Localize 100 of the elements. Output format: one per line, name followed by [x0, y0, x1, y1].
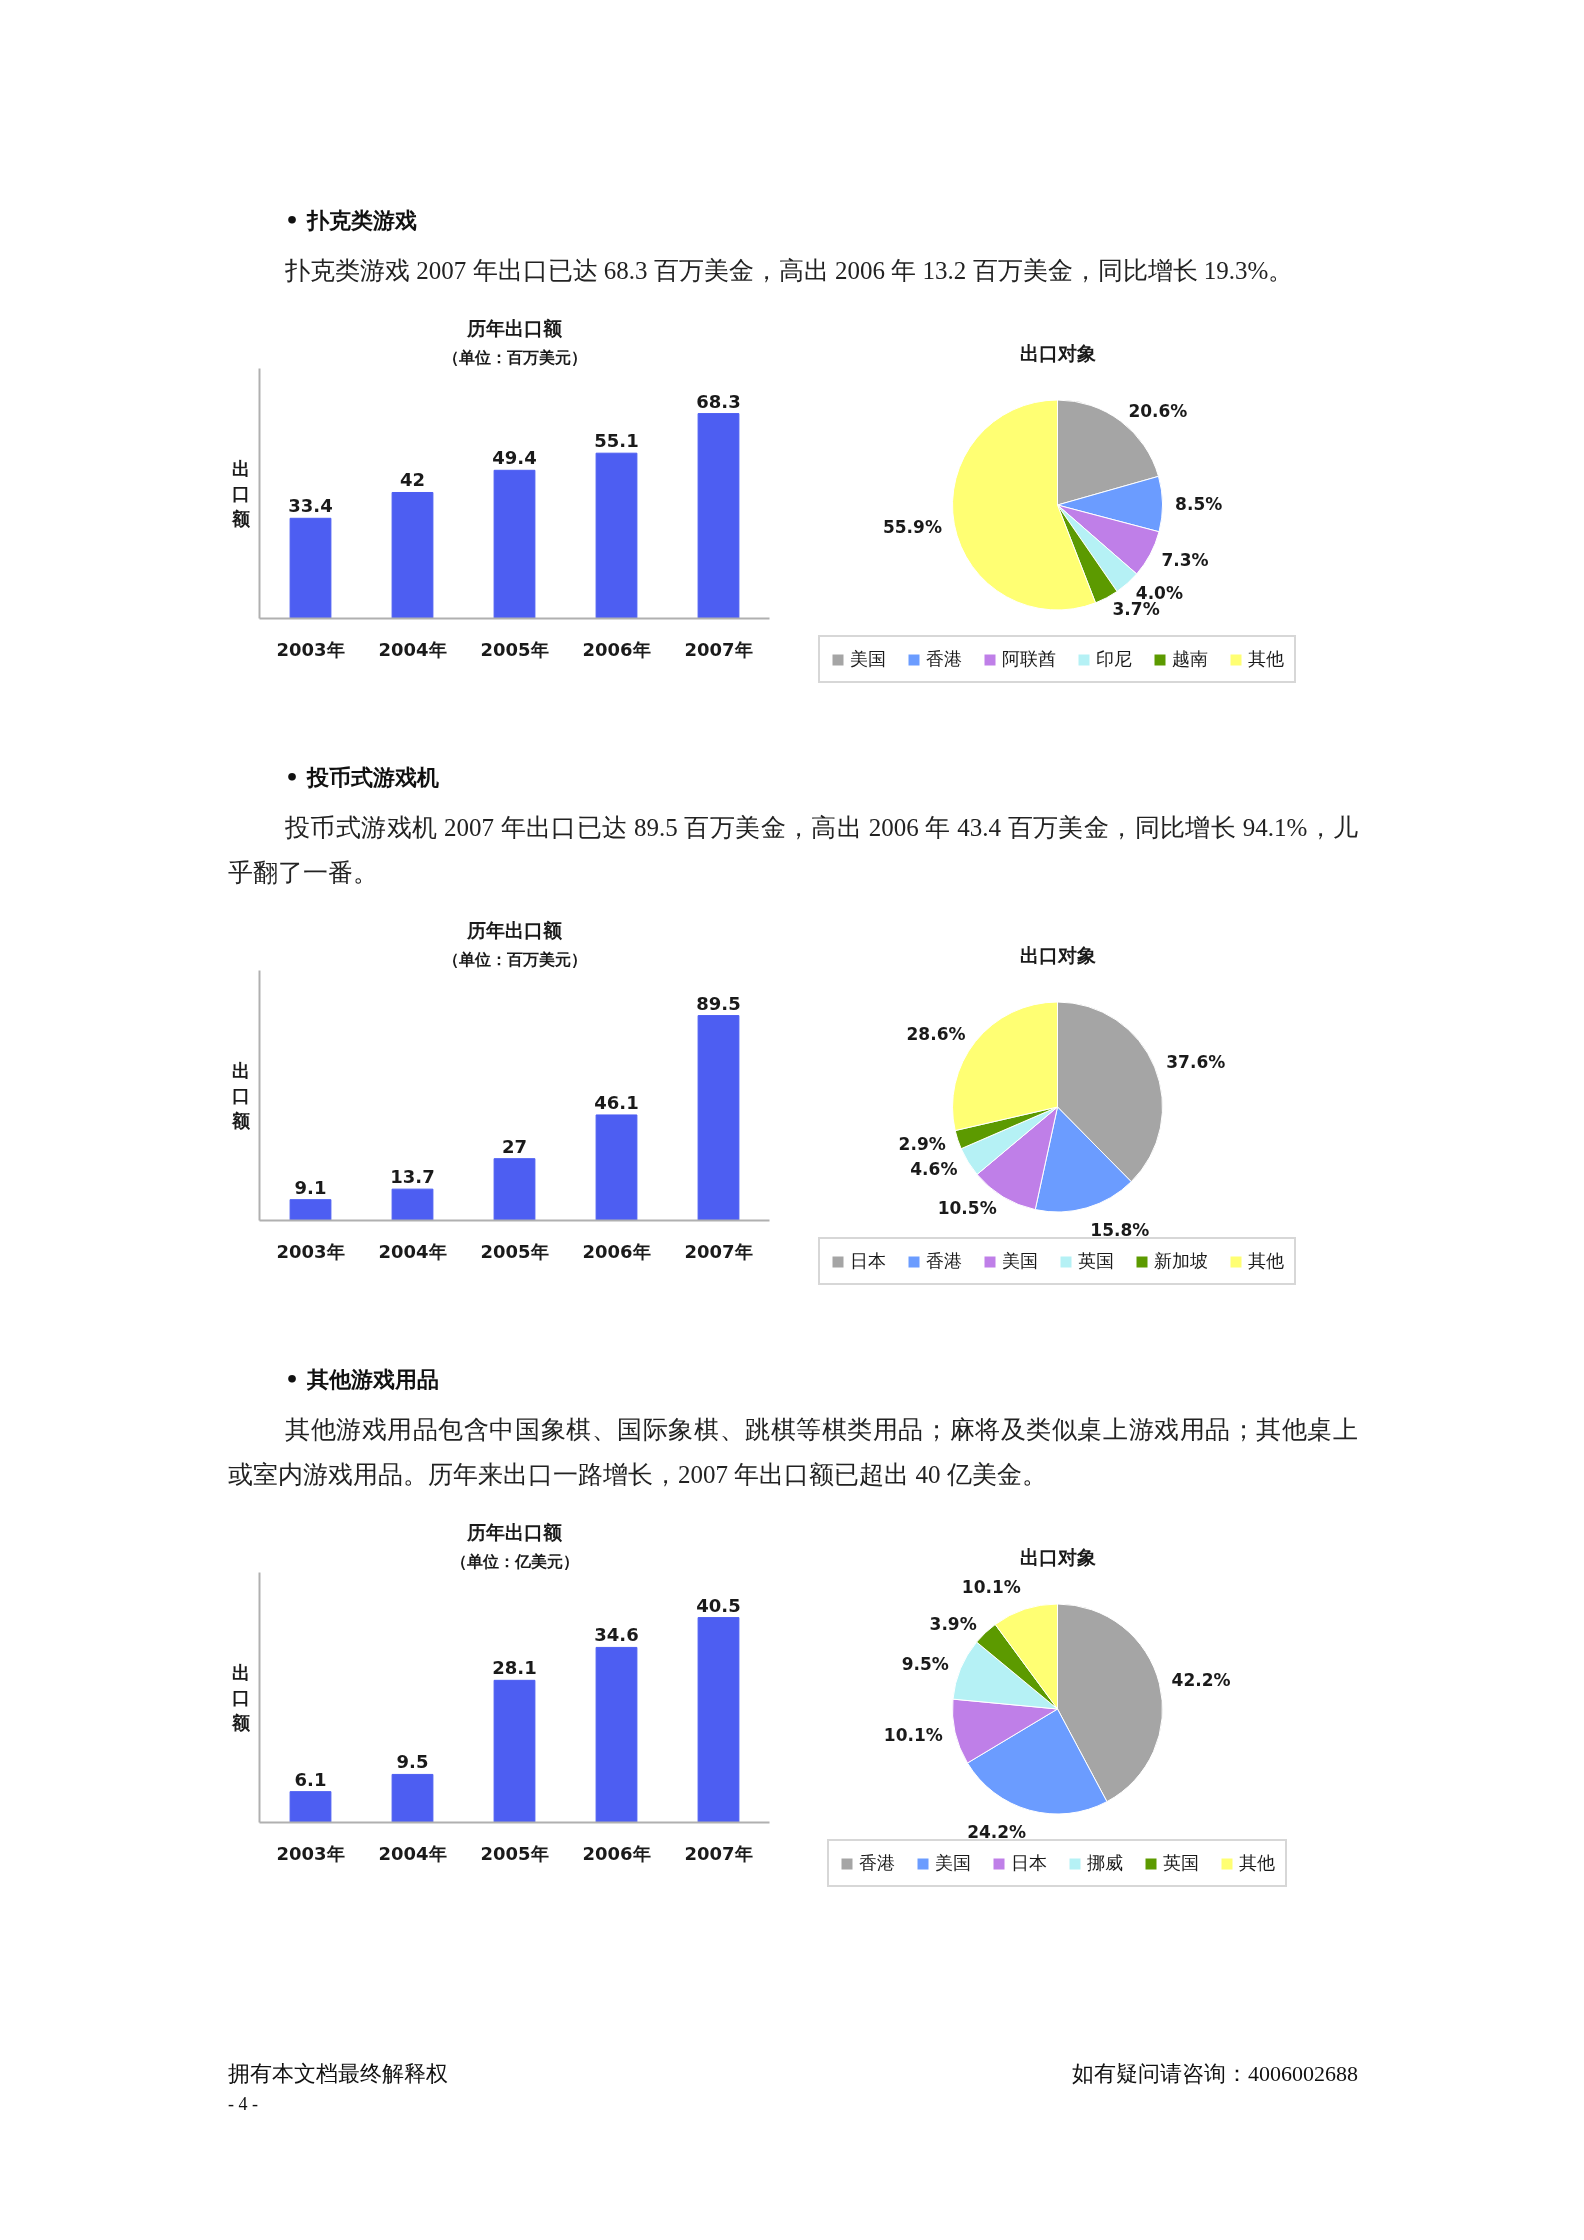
chart-subtitle: （单位：百万美元） [442, 949, 587, 969]
legend-label: 越南 [1172, 647, 1208, 671]
x-tick-label: 2006年 [582, 638, 651, 660]
chart-title: 历年出口额 [466, 1520, 563, 1543]
legend-label: 香港 [926, 647, 962, 671]
legend-label: 挪威 [1087, 1851, 1123, 1875]
legend-label: 香港 [859, 1851, 895, 1875]
data-label: 15.8% [1090, 1219, 1150, 1240]
data-label: 37.6% [1166, 1052, 1226, 1073]
x-tick-label: 2006年 [582, 1842, 651, 1864]
bar [289, 1791, 332, 1823]
bar [697, 413, 740, 619]
x-tick-label: 2003年 [276, 638, 345, 660]
chart-title: 出口对象 [1019, 1545, 1096, 1568]
data-label: 55.9% [882, 516, 942, 537]
x-tick-label: 2007年 [684, 1240, 753, 1262]
bar [391, 1773, 434, 1823]
chart-subtitle: （单位：亿美元） [450, 1551, 579, 1571]
x-tick-label: 2003年 [276, 1240, 345, 1262]
data-label: 42 [399, 469, 426, 491]
data-label: 89.5 [696, 992, 741, 1014]
bar [391, 1188, 434, 1221]
data-label: 13.7 [390, 1166, 435, 1188]
bar [289, 517, 332, 619]
legend-label: 其他 [1248, 647, 1284, 671]
legend-label: 美国 [850, 647, 886, 671]
x-tick-label: 2004年 [378, 1842, 447, 1864]
legend-label: 新加坡 [1154, 1249, 1208, 1273]
data-label: 20.6% [1128, 401, 1188, 422]
data-label: 49.4 [492, 447, 537, 469]
x-tick-label: 2007年 [684, 638, 753, 660]
data-label: 27 [501, 1135, 528, 1157]
chart-title: 出口对象 [1019, 341, 1096, 364]
data-label: 8.5% [1175, 493, 1223, 514]
bar [493, 1158, 536, 1221]
bar [493, 1679, 536, 1823]
text: • 投币式游戏机 [285, 764, 439, 792]
x-tick-label: 2004年 [378, 1240, 447, 1262]
text: 扑克类游戏 2007 年出口已达 68.3 百万美金，高出 2006 年 13.2 百万美金，同比增长 19.3%。 [284, 256, 1294, 286]
data-label: 4.6% [910, 1158, 958, 1179]
data-label: 55.1 [594, 430, 639, 452]
data-label: 24.2% [967, 1822, 1027, 1843]
legend-label: 美国 [935, 1851, 971, 1875]
legend-label: 日本 [1011, 1851, 1047, 1875]
legend-label: 英国 [1163, 1851, 1199, 1875]
x-tick-label: 2005年 [480, 1842, 549, 1864]
bar [595, 1646, 638, 1823]
text: 其他游戏用品包含中国象棋、国际象棋、跳棋等棋类用品；麻将及类似桌上游戏用品；其他桌上或室内游戏用品。历年来出口一路增长，2007 年出口额已超出 40 亿美金。 [228, 1415, 1358, 1490]
data-label: 10.1% [961, 1577, 1021, 1598]
data-label: 3.9% [929, 1613, 977, 1634]
text: - 4 - [228, 2093, 258, 2116]
data-label: 46.1 [594, 1091, 639, 1113]
x-tick-label: 2006年 [582, 1240, 651, 1262]
data-label: 10.1% [883, 1725, 943, 1746]
legend-label: 英国 [1078, 1249, 1114, 1273]
legend-label: 其他 [1239, 1851, 1275, 1875]
data-label: 9.1 [294, 1176, 327, 1198]
data-label: 9.5 [396, 1751, 429, 1773]
text: 如有疑问请咨询：4006002688 [1072, 2060, 1358, 2088]
data-label: 28.6% [906, 1023, 966, 1044]
bar [493, 469, 536, 619]
data-label: 7.3% [1161, 550, 1209, 571]
y-axis-title: 出口额 [230, 1661, 251, 1734]
data-label: 33.4 [288, 495, 333, 517]
bar [595, 452, 638, 619]
data-label: 6.1 [294, 1768, 327, 1790]
chart-title: 历年出口额 [466, 918, 563, 941]
x-tick-label: 2005年 [480, 1240, 549, 1262]
x-tick-label: 2007年 [684, 1842, 753, 1864]
text: 投币式游戏机 2007 年出口已达 89.5 百万美金，高出 2006 年 43.4 百万美金，同比增长 94.1%，儿乎翻了一番。 [228, 813, 1358, 888]
text: • 其他游戏用品 [285, 1366, 439, 1394]
x-tick-label: 2005年 [480, 638, 549, 660]
legend-label: 美国 [1002, 1249, 1038, 1273]
data-label: 40.5 [696, 1594, 741, 1616]
text: • 扑克类游戏 [285, 207, 417, 235]
data-label: 34.6 [594, 1624, 639, 1646]
data-label: 9.5% [901, 1654, 949, 1674]
x-tick-label: 2004年 [378, 638, 447, 660]
text: 拥有本文档最终解释权 [228, 2060, 448, 2088]
y-axis-title: 出口额 [230, 1059, 251, 1132]
chart-title: 历年出口额 [466, 316, 563, 339]
bar [391, 491, 434, 619]
chart-title: 出口对象 [1019, 943, 1096, 966]
data-label: 10.5% [937, 1197, 997, 1218]
data-label: 42.2% [1171, 1670, 1231, 1691]
chart-subtitle: （单位：百万美元） [442, 347, 587, 367]
bar [289, 1199, 332, 1221]
bar [697, 1015, 740, 1221]
data-label: 2.9% [898, 1133, 946, 1154]
x-tick-label: 2003年 [276, 1842, 345, 1864]
data-label: 68.3 [696, 390, 741, 412]
legend-label: 阿联酋 [1002, 647, 1056, 671]
legend-label: 日本 [850, 1249, 886, 1273]
y-axis-title: 出口额 [230, 457, 251, 530]
data-label: 28.1 [492, 1657, 537, 1679]
legend-label: 印尼 [1096, 647, 1132, 671]
legend-label: 香港 [926, 1249, 962, 1273]
bar [697, 1617, 740, 1823]
legend-label: 其他 [1248, 1249, 1284, 1273]
bar [595, 1114, 638, 1221]
